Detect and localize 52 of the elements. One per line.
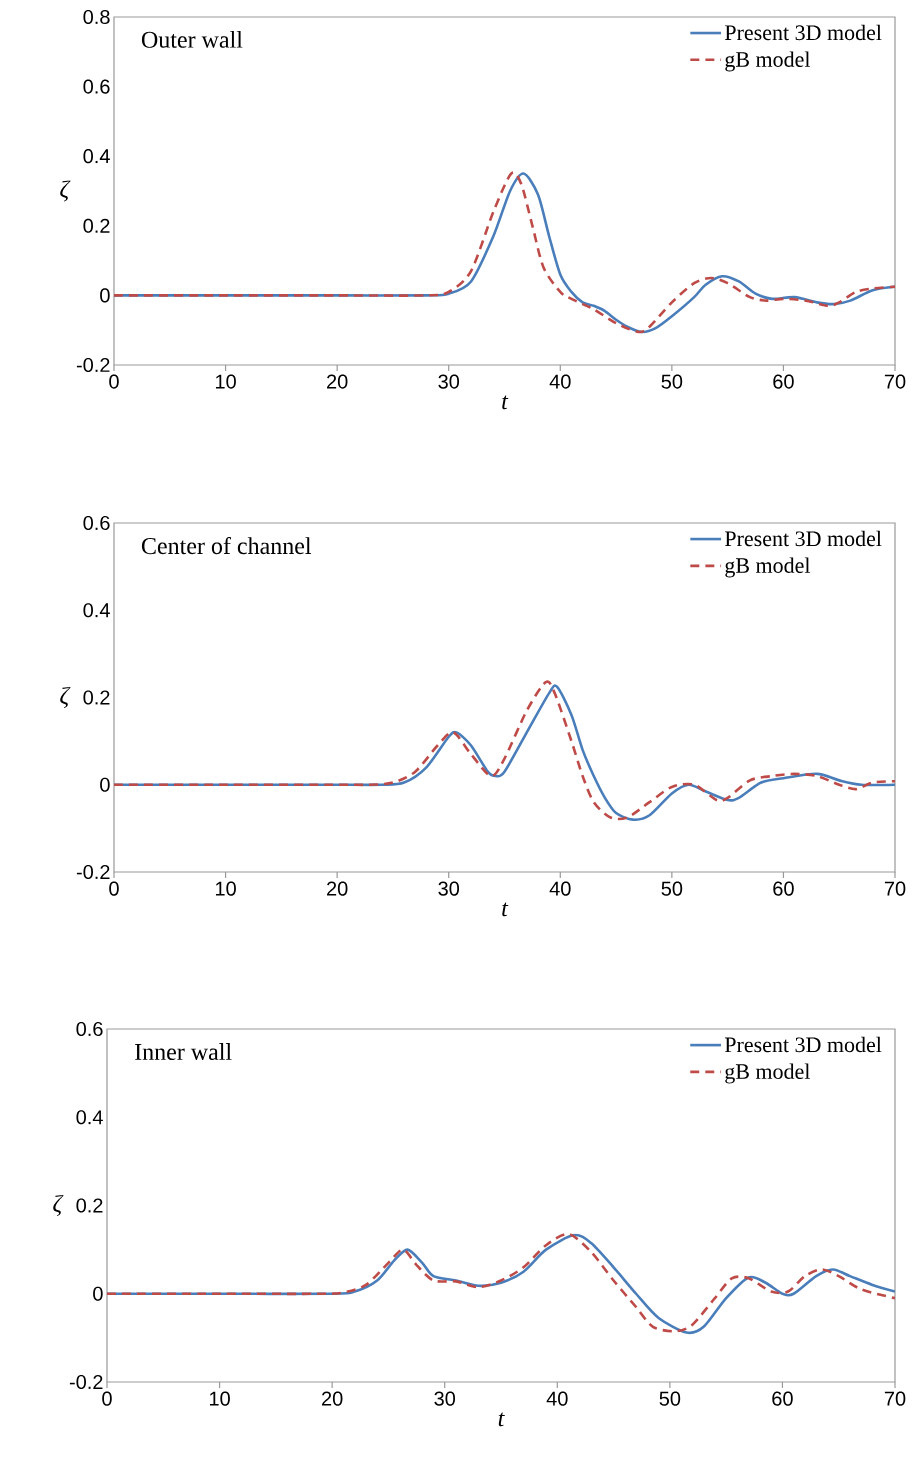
annotation: Outer wall: [141, 30, 243, 48]
y-tick-label: 0.4: [76, 1110, 103, 1125]
x-tick-label: 70: [884, 374, 906, 389]
x-tick-label: 60: [772, 1391, 793, 1406]
legend-label: Present 3D model: [724, 24, 882, 41]
legend-label: gB model: [725, 557, 811, 578]
y-tick-label: 0.2: [76, 1198, 103, 1213]
x-tick-label: 30: [438, 374, 460, 389]
x-tick-label: 50: [659, 1391, 681, 1406]
y-tick-label: -0.2: [76, 864, 110, 880]
y-axis-title: ζ: [60, 687, 71, 708]
x-tick-label: 50: [661, 881, 683, 896]
x-tick-label: 10: [215, 881, 236, 896]
y-tick-label: 0.6: [76, 1021, 103, 1037]
x-tick-label: 20: [327, 374, 348, 389]
x-axis-title: t: [498, 1412, 505, 1427]
x-axis-title: t: [502, 902, 509, 917]
legend-label: Present 3D model: [724, 1036, 882, 1053]
y-tick-label: 0.2: [83, 218, 110, 233]
x-tick-label: 30: [438, 881, 460, 896]
annotation: Inner wall: [135, 1043, 232, 1061]
x-tick-label: 20: [327, 881, 348, 896]
x-tick-label: 30: [434, 1391, 456, 1406]
y-tick-label: 0.8: [83, 9, 110, 25]
x-tick-label: 10: [215, 374, 236, 389]
y-tick-label: 0.2: [83, 690, 110, 705]
x-tick-label: 40: [549, 881, 571, 896]
x-axis-title: t: [502, 395, 509, 410]
y-tick-label: 0.6: [83, 515, 110, 531]
y-tick-label: -0.2: [76, 357, 110, 373]
x-tick-label: 60: [773, 881, 794, 896]
y-axis-title: ζ: [53, 1195, 64, 1216]
y-tick-label: 0: [100, 777, 110, 792]
y-tick-label: -0.2: [69, 1374, 103, 1390]
x-tick-label: 40: [546, 1391, 568, 1406]
y-axis-title: ζ: [60, 180, 71, 202]
y-tick-label: 0.6: [83, 79, 110, 94]
x-tick-label: 50: [661, 374, 683, 389]
legend-label: gB model: [725, 51, 811, 72]
x-tick-label: 10: [209, 1391, 230, 1406]
x-tick-label: 70: [884, 881, 906, 896]
legend-label: gB model: [725, 1063, 810, 1084]
y-tick-label: 0: [100, 288, 110, 303]
x-tick-label: 70: [884, 1391, 906, 1406]
legend-label: Present 3D model: [724, 530, 882, 547]
y-tick-label: 0.4: [83, 603, 110, 618]
y-tick-label: 0.4: [83, 149, 110, 164]
y-tick-label: 0: [93, 1286, 103, 1301]
x-tick-label: 20: [322, 1391, 343, 1406]
x-tick-label: 60: [773, 374, 794, 389]
x-tick-label: 40: [549, 374, 571, 389]
annotation: Center of channel: [141, 537, 312, 555]
